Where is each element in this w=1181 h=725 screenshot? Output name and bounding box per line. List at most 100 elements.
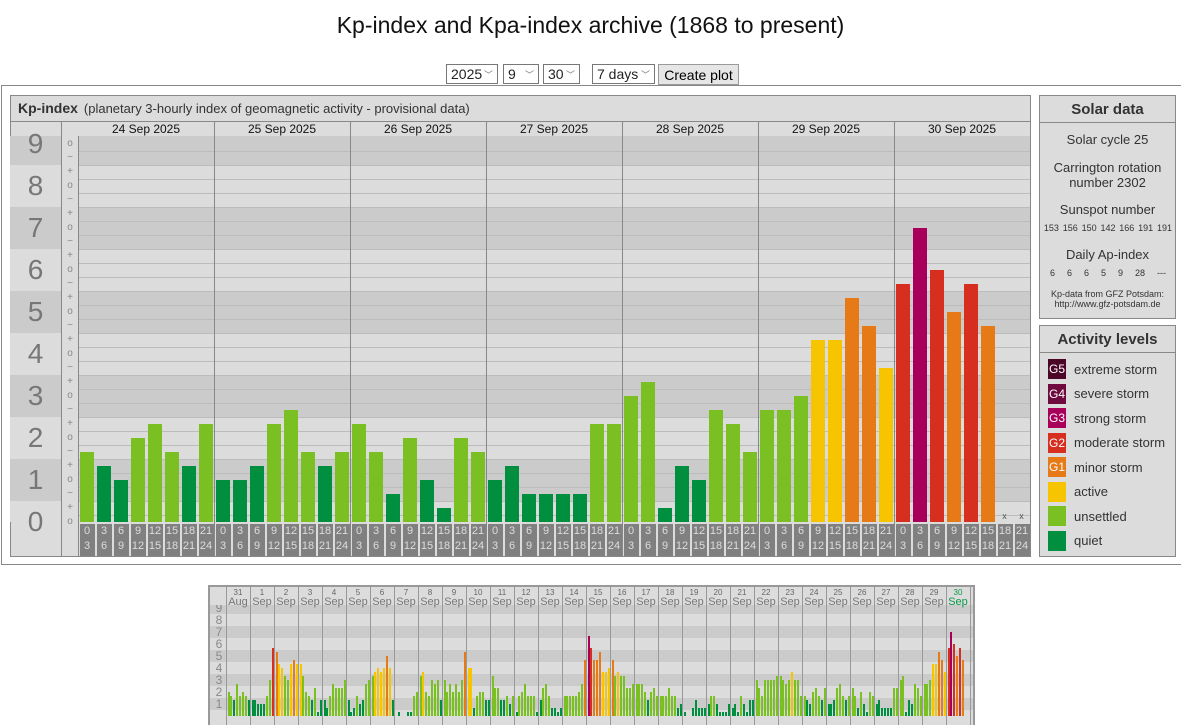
overview-day-label[interactable]: 15 Sep xyxy=(586,588,610,608)
overview-bar xyxy=(809,704,812,716)
span-select[interactable]: 7 days ﹀ xyxy=(592,64,655,84)
kp-bar[interactable] xyxy=(147,424,162,522)
overview-day-label[interactable]: 5 Sep xyxy=(346,588,370,608)
kp-bar[interactable] xyxy=(419,480,434,522)
kp-bar[interactable] xyxy=(385,494,400,522)
kp-bar[interactable] xyxy=(827,340,842,522)
kp-bar[interactable] xyxy=(436,508,451,522)
overview-day-label[interactable]: 31 Aug xyxy=(226,588,250,608)
kp-bar[interactable] xyxy=(674,466,689,522)
kp-bar[interactable] xyxy=(402,438,417,522)
overview-day-label[interactable]: 1 Sep xyxy=(250,588,274,608)
overview-day-label[interactable]: 29 Sep xyxy=(922,588,946,608)
overview-day-label[interactable]: 9 Sep xyxy=(442,588,466,608)
kp-bar[interactable] xyxy=(113,480,128,522)
kp-bar[interactable] xyxy=(504,466,519,522)
kp-bar[interactable] xyxy=(334,452,349,522)
overview-day-label[interactable]: 13 Sep xyxy=(538,588,562,608)
overview-bar xyxy=(434,683,436,716)
kp-bar[interactable] xyxy=(232,480,247,522)
overview-day-label[interactable]: 24 Sep xyxy=(802,588,826,608)
kp-bar[interactable] xyxy=(759,410,774,522)
overview-day-label[interactable]: 28 Sep xyxy=(898,588,922,608)
overview-day-label[interactable]: 12 Sep xyxy=(514,588,538,608)
kp-bar[interactable] xyxy=(572,494,587,522)
overview-day-label[interactable]: 30 Sep xyxy=(946,588,970,608)
kp-bar[interactable] xyxy=(589,424,604,522)
kp-bar[interactable] xyxy=(980,326,995,522)
kp-bar[interactable] xyxy=(725,424,740,522)
overview-day-label[interactable]: 23 Sep xyxy=(778,588,802,608)
overview-day-label[interactable]: 7 Sep xyxy=(394,588,418,608)
day-select[interactable]: 30 ﹀ xyxy=(543,64,580,84)
kp-bar[interactable] xyxy=(521,494,536,522)
overview-day-label[interactable]: 18 Sep xyxy=(658,588,682,608)
kp-bar[interactable] xyxy=(79,452,94,522)
kp-bar[interactable] xyxy=(555,494,570,522)
overview-day-label[interactable]: 8 Sep xyxy=(418,588,442,608)
overview-day-label[interactable]: 10 Sep xyxy=(466,588,490,608)
kp-bar[interactable] xyxy=(861,326,876,522)
overview-day-label[interactable]: 6 Sep xyxy=(370,588,394,608)
kp-bar[interactable] xyxy=(776,410,791,522)
kp-bar[interactable] xyxy=(470,452,485,522)
data-credit-link[interactable]: http://www.gfz-potsdam.de xyxy=(1054,299,1161,309)
overview-chart[interactable]: 1 2 3 4 5 6 7 8 9 31 Aug 1 Sep 2 Sep 3 Sep 4 Sep 5 Sep 6 Sep 7 S… xyxy=(208,585,975,725)
month-select[interactable]: 9 ﹀ xyxy=(503,64,539,84)
kp-bar[interactable] xyxy=(878,368,893,522)
kp-bar[interactable] xyxy=(487,480,502,522)
slot-start: 15 xyxy=(301,525,315,537)
kp-bar[interactable] xyxy=(266,424,281,522)
overview-day-label[interactable]: 17 Sep xyxy=(634,588,658,608)
kp-bar[interactable] xyxy=(912,228,927,522)
kp-bar[interactable] xyxy=(453,438,468,522)
kp-bar[interactable] xyxy=(130,438,145,522)
kp-bar[interactable] xyxy=(844,298,859,522)
overview-day-label[interactable]: 22 Sep xyxy=(754,588,778,608)
overview-day-label[interactable]: 11 Sep xyxy=(490,588,514,608)
kp-bar[interactable] xyxy=(351,424,366,522)
kp-bar[interactable] xyxy=(946,312,961,522)
overview-day-label[interactable]: 16 Sep xyxy=(610,588,634,608)
kp-bar[interactable] xyxy=(181,466,196,522)
kp-bar[interactable] xyxy=(640,382,655,522)
overview-day-label[interactable]: 19 Sep xyxy=(682,588,706,608)
kp-bar[interactable] xyxy=(793,396,808,522)
overview-day-label[interactable]: 25 Sep xyxy=(826,588,850,608)
kp-bar[interactable] xyxy=(963,284,978,522)
create-plot-button[interactable]: Create plot xyxy=(658,64,739,85)
kp-bar[interactable] xyxy=(623,396,638,522)
kp-bar[interactable] xyxy=(368,452,383,522)
kp-bar[interactable] xyxy=(249,466,264,522)
overview-day-label[interactable]: 27 Sep xyxy=(874,588,898,608)
overview-day-label[interactable]: 3 Sep xyxy=(298,588,322,608)
kp-bar[interactable] xyxy=(283,410,298,522)
kp-bar[interactable] xyxy=(810,340,825,522)
grid-band xyxy=(78,165,1030,207)
kp-bar[interactable] xyxy=(215,480,230,522)
overview-day-label[interactable]: 26 Sep xyxy=(850,588,874,608)
overview-day-label[interactable]: 14 Sep xyxy=(562,588,586,608)
overview-day-label[interactable]: 4 Sep xyxy=(322,588,346,608)
kp-bar[interactable] xyxy=(691,480,706,522)
overview-bar xyxy=(233,700,236,716)
overview-day-label[interactable]: 20 Sep xyxy=(706,588,730,608)
kp-bar[interactable] xyxy=(657,508,672,522)
kp-bar[interactable] xyxy=(198,424,213,522)
kp-bar[interactable] xyxy=(708,410,723,522)
kp-bar[interactable] xyxy=(164,452,179,522)
year-select[interactable]: 2025 ﹀ xyxy=(446,64,498,84)
kp-bar[interactable] xyxy=(317,466,332,522)
kp-bar[interactable] xyxy=(742,452,757,522)
slot-end: 18 xyxy=(165,540,179,552)
overview-day-label[interactable]: 2 Sep xyxy=(274,588,298,608)
overview-day-label[interactable]: 21 Sep xyxy=(730,588,754,608)
kp-bar[interactable] xyxy=(96,466,111,522)
kp-bar[interactable] xyxy=(606,424,621,522)
kp-bar[interactable] xyxy=(929,270,944,522)
kp-bar[interactable] xyxy=(300,452,315,522)
kp-bar[interactable] xyxy=(538,494,553,522)
kp-bar[interactable] xyxy=(895,284,910,522)
